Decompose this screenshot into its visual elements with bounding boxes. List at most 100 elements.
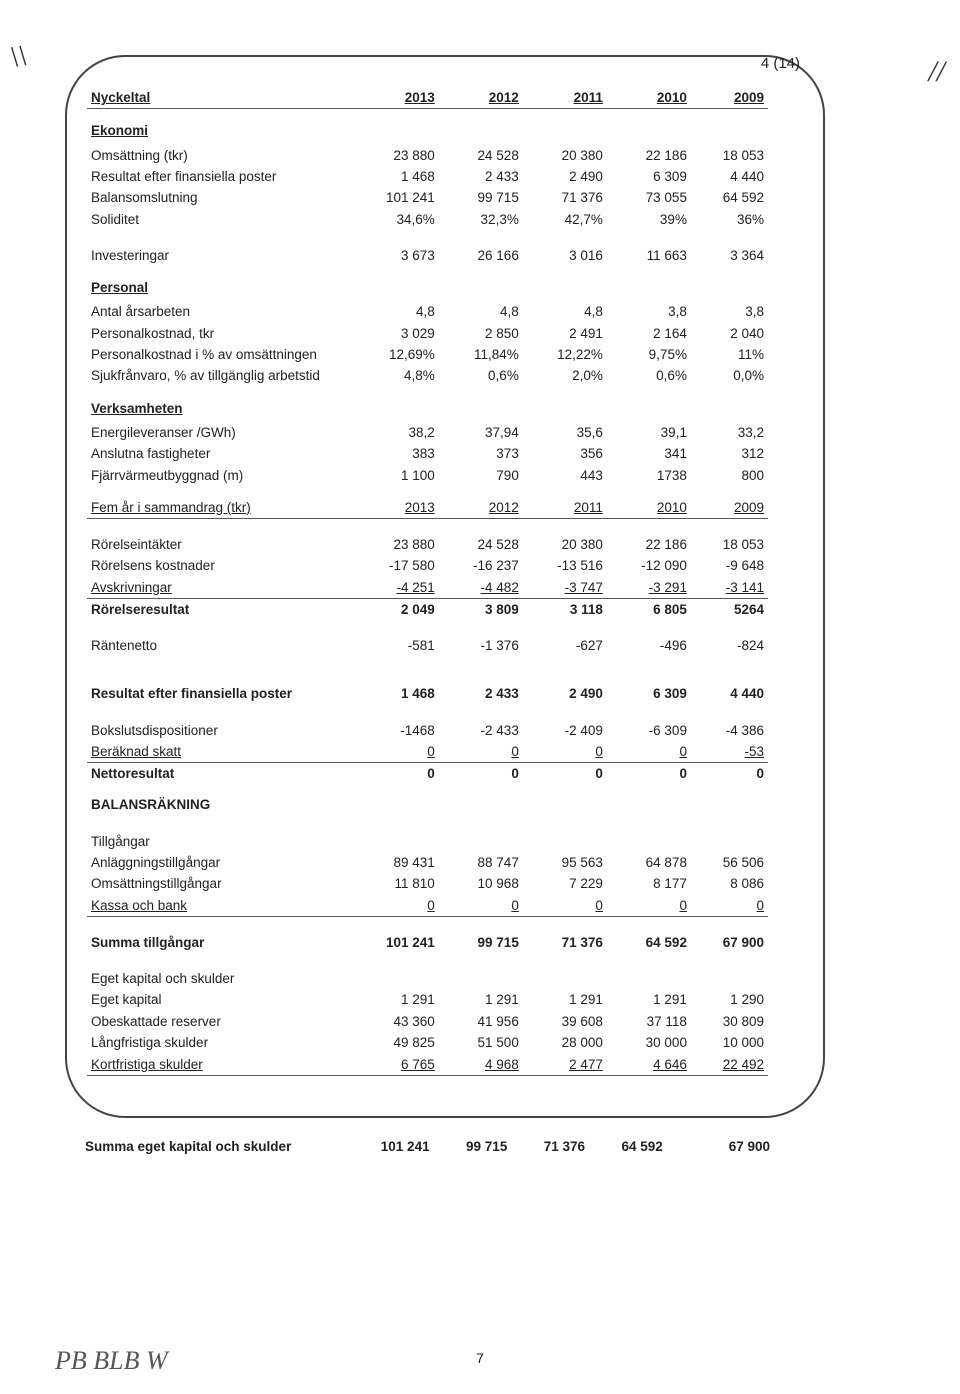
section-heading: BALANSRÄKNING	[87, 785, 768, 816]
row-value: 1738	[607, 464, 691, 485]
row-value: 2 491	[523, 322, 607, 343]
row-label: Rörelseintäkter	[87, 518, 350, 555]
row-value: 790	[439, 464, 523, 485]
row-value: 39,1	[607, 422, 691, 443]
table-row: Rörelsens kostnader-17 580-16 237-13 516…	[87, 555, 768, 576]
row-label: Resultat efter finansiella poster	[87, 656, 350, 704]
row-value	[691, 953, 768, 989]
row-value: -3 141	[691, 576, 768, 598]
page-corner-number: 4 (14)	[761, 55, 800, 72]
row-label: Fjärrvärmeutbyggnad (m)	[87, 464, 350, 485]
row-value: 383	[350, 443, 439, 464]
row-value: 1 100	[350, 464, 439, 485]
row-value	[607, 816, 691, 852]
row-value: 0,0%	[691, 365, 768, 386]
row-value: 0	[607, 741, 691, 763]
row-value: 4 646	[607, 1053, 691, 1075]
table-row: Antal årsarbeten4,84,84,83,83,8	[87, 301, 768, 322]
row-value: -3 291	[607, 576, 691, 598]
row-value: 1 468	[350, 166, 439, 187]
row-value	[350, 816, 439, 852]
row-label: Summa tillgångar	[87, 916, 350, 953]
row-value: 3 118	[523, 598, 607, 620]
row-value: 4,8%	[350, 365, 439, 386]
row-value: 1 290	[691, 989, 768, 1010]
row-value: 9,75%	[607, 344, 691, 365]
row-value: 0	[350, 741, 439, 763]
row-value: 99 715	[439, 916, 523, 953]
table-row: Summa tillgångar101 24199 71571 37664 59…	[87, 916, 768, 953]
row-value: 88 747	[439, 852, 523, 873]
table-header-row: Nyckeltal 2013 2012 2011 2010 2009	[87, 87, 768, 109]
table-row: Beräknad skatt0000-53	[87, 741, 768, 763]
table-row: Eget kapital och skulder	[87, 953, 768, 989]
handwriting-top-right: //	[928, 55, 945, 89]
table-row: Omsättningstillgångar11 81010 9687 2298 …	[87, 873, 768, 894]
row-value: 443	[523, 464, 607, 485]
table-row: Resultat efter finansiella poster1 4682 …	[87, 166, 768, 187]
row-value: -2 433	[439, 705, 523, 741]
summary-val-4: 67 900	[667, 1136, 825, 1157]
handwriting-top-left: \\	[8, 39, 29, 75]
row-value: 64 592	[691, 187, 768, 208]
document-page: \\ // PB BLB W 4 (14) Nyckeltal 2013 201…	[0, 0, 960, 1394]
row-value: -496	[607, 620, 691, 656]
row-value: -1468	[350, 705, 439, 741]
row-value	[523, 953, 607, 989]
row-value: 3 673	[350, 230, 439, 266]
row-value: 5264	[691, 598, 768, 620]
row-value: 32,3%	[439, 209, 523, 230]
year-col-3: 2010	[607, 87, 691, 109]
table-row: Investeringar3 67326 1663 01611 6633 364	[87, 230, 768, 266]
row-value: -3 747	[523, 576, 607, 598]
row-value: 4,8	[523, 301, 607, 322]
table-row: Omsättning (tkr)23 88024 52820 38022 186…	[87, 144, 768, 165]
table-row: Sjukfrånvaro, % av tillgänglig arbetstid…	[87, 365, 768, 386]
row-value: 20 380	[523, 518, 607, 555]
table-row: BALANSRÄKNING	[87, 785, 768, 816]
table-row: Tillgångar	[87, 816, 768, 852]
row-value: 10 000	[691, 1032, 768, 1053]
row-value: 356	[523, 443, 607, 464]
content-frame: Nyckeltal 2013 2012 2011 2010 2009 Ekono…	[65, 55, 825, 1118]
row-value: 6 309	[607, 166, 691, 187]
row-value: 30 809	[691, 1011, 768, 1032]
summary-table: Summa eget kapital och skulder 101 241 9…	[65, 1136, 825, 1157]
row-label: Anslutna fastigheter	[87, 443, 350, 464]
table-row: Kassa och bank00000	[87, 894, 768, 916]
row-label: Kassa och bank	[87, 894, 350, 916]
row-value: 8 177	[607, 873, 691, 894]
row-value: 95 563	[523, 852, 607, 873]
row-value: 0	[691, 894, 768, 916]
row-value: -627	[523, 620, 607, 656]
row-label: Soliditet	[87, 209, 350, 230]
table-row: Räntenetto-581-1 376-627-496-824	[87, 620, 768, 656]
row-value: 49 825	[350, 1032, 439, 1053]
row-value: 4 440	[691, 656, 768, 704]
table-row: Rörelseintäkter23 88024 52820 38022 1861…	[87, 518, 768, 555]
row-value: 2 490	[523, 166, 607, 187]
table-row: Verksamheten	[87, 387, 768, 422]
row-value: 0,6%	[439, 365, 523, 386]
row-value: 22 186	[607, 144, 691, 165]
row-value: 23 880	[350, 518, 439, 555]
table-row: Fem år i sammandrag (tkr)201320122011201…	[87, 486, 768, 519]
row-value: 4 440	[691, 166, 768, 187]
table-row: Resultat efter finansiella poster1 4682 …	[87, 656, 768, 704]
row-label: Rörelseresultat	[87, 598, 350, 620]
table-row: Soliditet34,6%32,3%42,7%39%36%	[87, 209, 768, 230]
table-row: Anläggningstillgångar89 43188 74795 5636…	[87, 852, 768, 873]
row-value: -1 376	[439, 620, 523, 656]
table-row: Personalkostnad i % av omsättningen12,69…	[87, 344, 768, 365]
row-label: Nettoresultat	[87, 763, 350, 785]
sub-header-label: Fem år i sammandrag (tkr)	[87, 486, 350, 519]
row-value: 71 376	[523, 916, 607, 953]
row-value: 800	[691, 464, 768, 485]
row-value: 39 608	[523, 1011, 607, 1032]
row-value: 33,2	[691, 422, 768, 443]
row-value: 39%	[607, 209, 691, 230]
financial-table: Nyckeltal 2013 2012 2011 2010 2009 Ekono…	[87, 87, 768, 1076]
row-value: 2 040	[691, 322, 768, 343]
summary-row: Summa eget kapital och skulder 101 241 9…	[65, 1136, 825, 1157]
year-col-0: 2013	[350, 87, 439, 109]
